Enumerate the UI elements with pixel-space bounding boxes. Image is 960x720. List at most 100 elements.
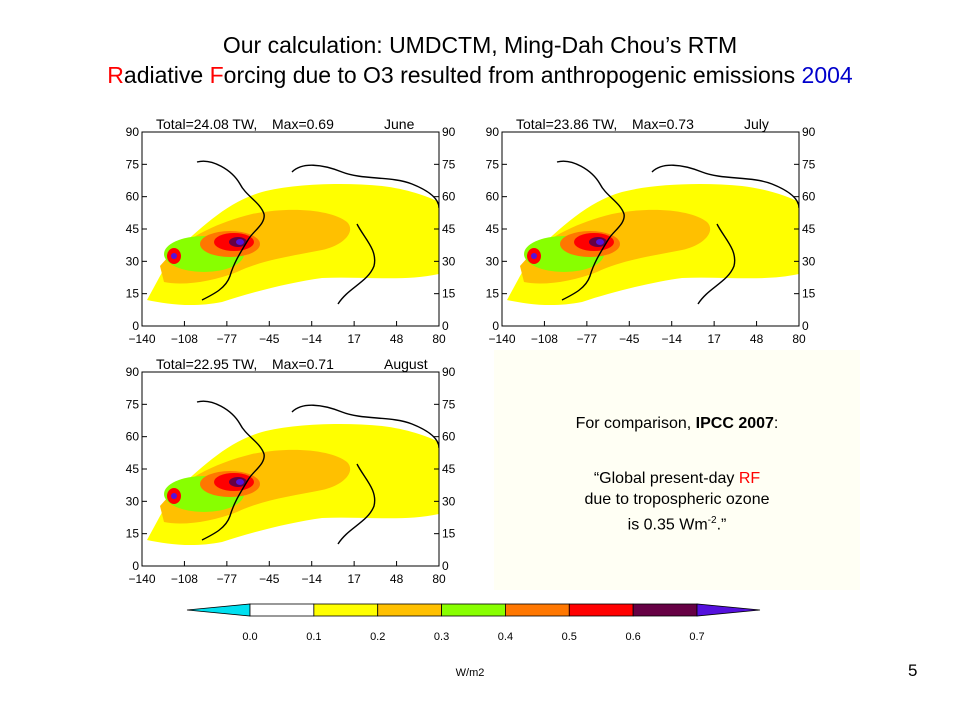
y-tick-label-left: 60 <box>486 190 500 204</box>
colorbar-tick-label: 0.1 <box>306 631 321 643</box>
y-tick-label-right: 0 <box>442 319 449 333</box>
title-text-part1: adiative <box>123 62 210 88</box>
x-tick-label: −45 <box>259 332 280 346</box>
colorbar-tick-label: 0.4 <box>498 631 513 643</box>
y-tick-label-left: 45 <box>126 222 140 236</box>
x-tick-label: −77 <box>217 572 238 586</box>
title-letter-f: F <box>209 62 224 88</box>
y-tick-label-left: 75 <box>126 157 140 171</box>
colorbar-segment <box>313 603 379 617</box>
panel-month-label: July <box>744 116 769 132</box>
y-tick-label-right: 45 <box>442 462 456 476</box>
quote-line2: due to tropospheric ozone <box>584 491 770 508</box>
panel-max-label: Max=0.73 <box>632 116 694 132</box>
colorbar-tick-label: 0.2 <box>370 631 385 643</box>
y-tick-label-right: 75 <box>442 397 456 411</box>
x-tick-label: 17 <box>347 332 361 346</box>
slide-title-line1: Our calculation: UMDCTM, Ming-Dah Chou’s… <box>222 32 738 58</box>
colorbar-tick-label: 0.7 <box>689 631 704 643</box>
x-tick-label: −108 <box>171 332 198 346</box>
y-tick-label-left: 15 <box>486 287 500 301</box>
x-tick-label: 17 <box>347 572 361 586</box>
x-tick-label: −45 <box>259 572 280 586</box>
colorbar-segment <box>505 603 570 617</box>
quote-rf: RF <box>738 470 761 487</box>
y-tick-label-right: 90 <box>442 365 456 379</box>
y-tick-label-left: 30 <box>126 494 140 508</box>
y-tick-label-left: 90 <box>126 365 140 379</box>
y-tick-label-left: 75 <box>486 157 500 171</box>
x-tick-label: 80 <box>432 572 446 586</box>
colorbar-segment <box>249 603 315 617</box>
y-tick-label-left: 15 <box>126 527 140 541</box>
purple-core <box>236 239 244 245</box>
panel-total-label: Total=23.86 TW, <box>516 116 617 132</box>
quote-line3: is 0.35 Wm <box>627 516 708 534</box>
purple-core <box>596 239 604 245</box>
panel-total-label: Total=24.08 TW, <box>156 116 257 132</box>
x-tick-label: 17 <box>707 332 721 346</box>
quote-close: .” <box>716 516 727 534</box>
colorbar-segment <box>632 603 698 617</box>
y-tick-label-left: 0 <box>132 319 139 333</box>
colorbar-tick-label: 0.6 <box>625 631 640 643</box>
colorbar-segment <box>377 603 442 617</box>
comparison-intro-prefix: For comparison, <box>575 415 696 432</box>
colorbar-tick-label: 0.3 <box>434 631 449 643</box>
comparison-intro: For comparison, IPCC 2007: <box>494 413 860 434</box>
y-tick-label-right: 90 <box>442 125 456 139</box>
purple-core <box>236 479 244 485</box>
slide-number: 5 <box>908 661 918 680</box>
panel-total-label: Total=22.95 TW, <box>156 356 257 372</box>
map-plot-july: Total=23.86 TW, Max=0.73 July 0 0 15 15 30 30 45 4… <box>486 116 816 346</box>
quote-open: “Global present-day <box>593 470 739 487</box>
colorbar-upper-arrow <box>696 603 761 617</box>
x-tick-label: −140 <box>488 332 515 346</box>
map-panel-june: Total=24.08 TW, Max=0.69 June 0 0 15 15 30 30 45 4… <box>120 112 460 352</box>
map-plot-august: Total=22.95 TW, Max=0.71 August 0 0 15 15 30 30 4… <box>126 356 456 586</box>
quote-superscript: -2 <box>707 515 717 526</box>
y-tick-label-right: 15 <box>802 287 816 301</box>
y-tick-label-left: 60 <box>126 430 140 444</box>
x-tick-label: −140 <box>128 572 155 586</box>
x-tick-label: 48 <box>390 572 404 586</box>
map-plot-june: Total=24.08 TW, Max=0.69 June 0 0 15 15 30 30 45 4… <box>126 116 456 346</box>
x-tick-label: −14 <box>302 332 323 346</box>
colorbar-tick-label: 0.5 <box>562 631 577 643</box>
y-tick-label-left: 90 <box>126 125 140 139</box>
panel-max-label: Max=0.71 <box>272 356 334 372</box>
coastline <box>196 400 439 545</box>
y-tick-label-right: 75 <box>802 157 816 171</box>
x-tick-label: −14 <box>662 332 683 346</box>
x-tick-label: −108 <box>531 332 558 346</box>
y-tick-label-right: 45 <box>442 222 456 236</box>
west-hotspot-core <box>171 253 177 259</box>
y-tick-label-right: 15 <box>442 287 456 301</box>
y-tick-label-right: 0 <box>442 559 449 573</box>
y-tick-label-left: 30 <box>486 254 500 268</box>
panel-month-label: August <box>384 356 428 372</box>
y-tick-label-left: 0 <box>132 559 139 573</box>
y-tick-label-left: 0 <box>492 319 499 333</box>
y-tick-label-left: 90 <box>486 125 500 139</box>
comparison-intro-colon: : <box>773 415 779 432</box>
y-tick-label-right: 60 <box>442 190 456 204</box>
title-letter-r: R <box>107 62 124 88</box>
y-tick-label-right: 30 <box>442 494 456 508</box>
comparison-quote: “Global present-day RF due to tropospher… <box>494 468 860 535</box>
map-panel-august: Total=22.95 TW, Max=0.71 August 0 0 15 15 30 30 4… <box>120 352 460 592</box>
rf-field <box>147 160 439 306</box>
x-tick-label: −14 <box>302 572 323 586</box>
x-tick-label: −77 <box>217 332 238 346</box>
colorbar-unit: W/m2 <box>456 667 485 679</box>
y-tick-label-right: 30 <box>802 254 816 268</box>
y-tick-label-right: 90 <box>802 125 816 139</box>
x-tick-label: 80 <box>432 332 446 346</box>
title-year: 2004 <box>801 62 853 88</box>
rf-field <box>507 160 799 306</box>
colorbar-segment <box>441 603 506 617</box>
comparison-source: IPCC 2007 <box>695 415 774 432</box>
coastline <box>556 160 799 305</box>
y-tick-label-left: 75 <box>126 397 140 411</box>
y-tick-label-right: 15 <box>442 527 456 541</box>
